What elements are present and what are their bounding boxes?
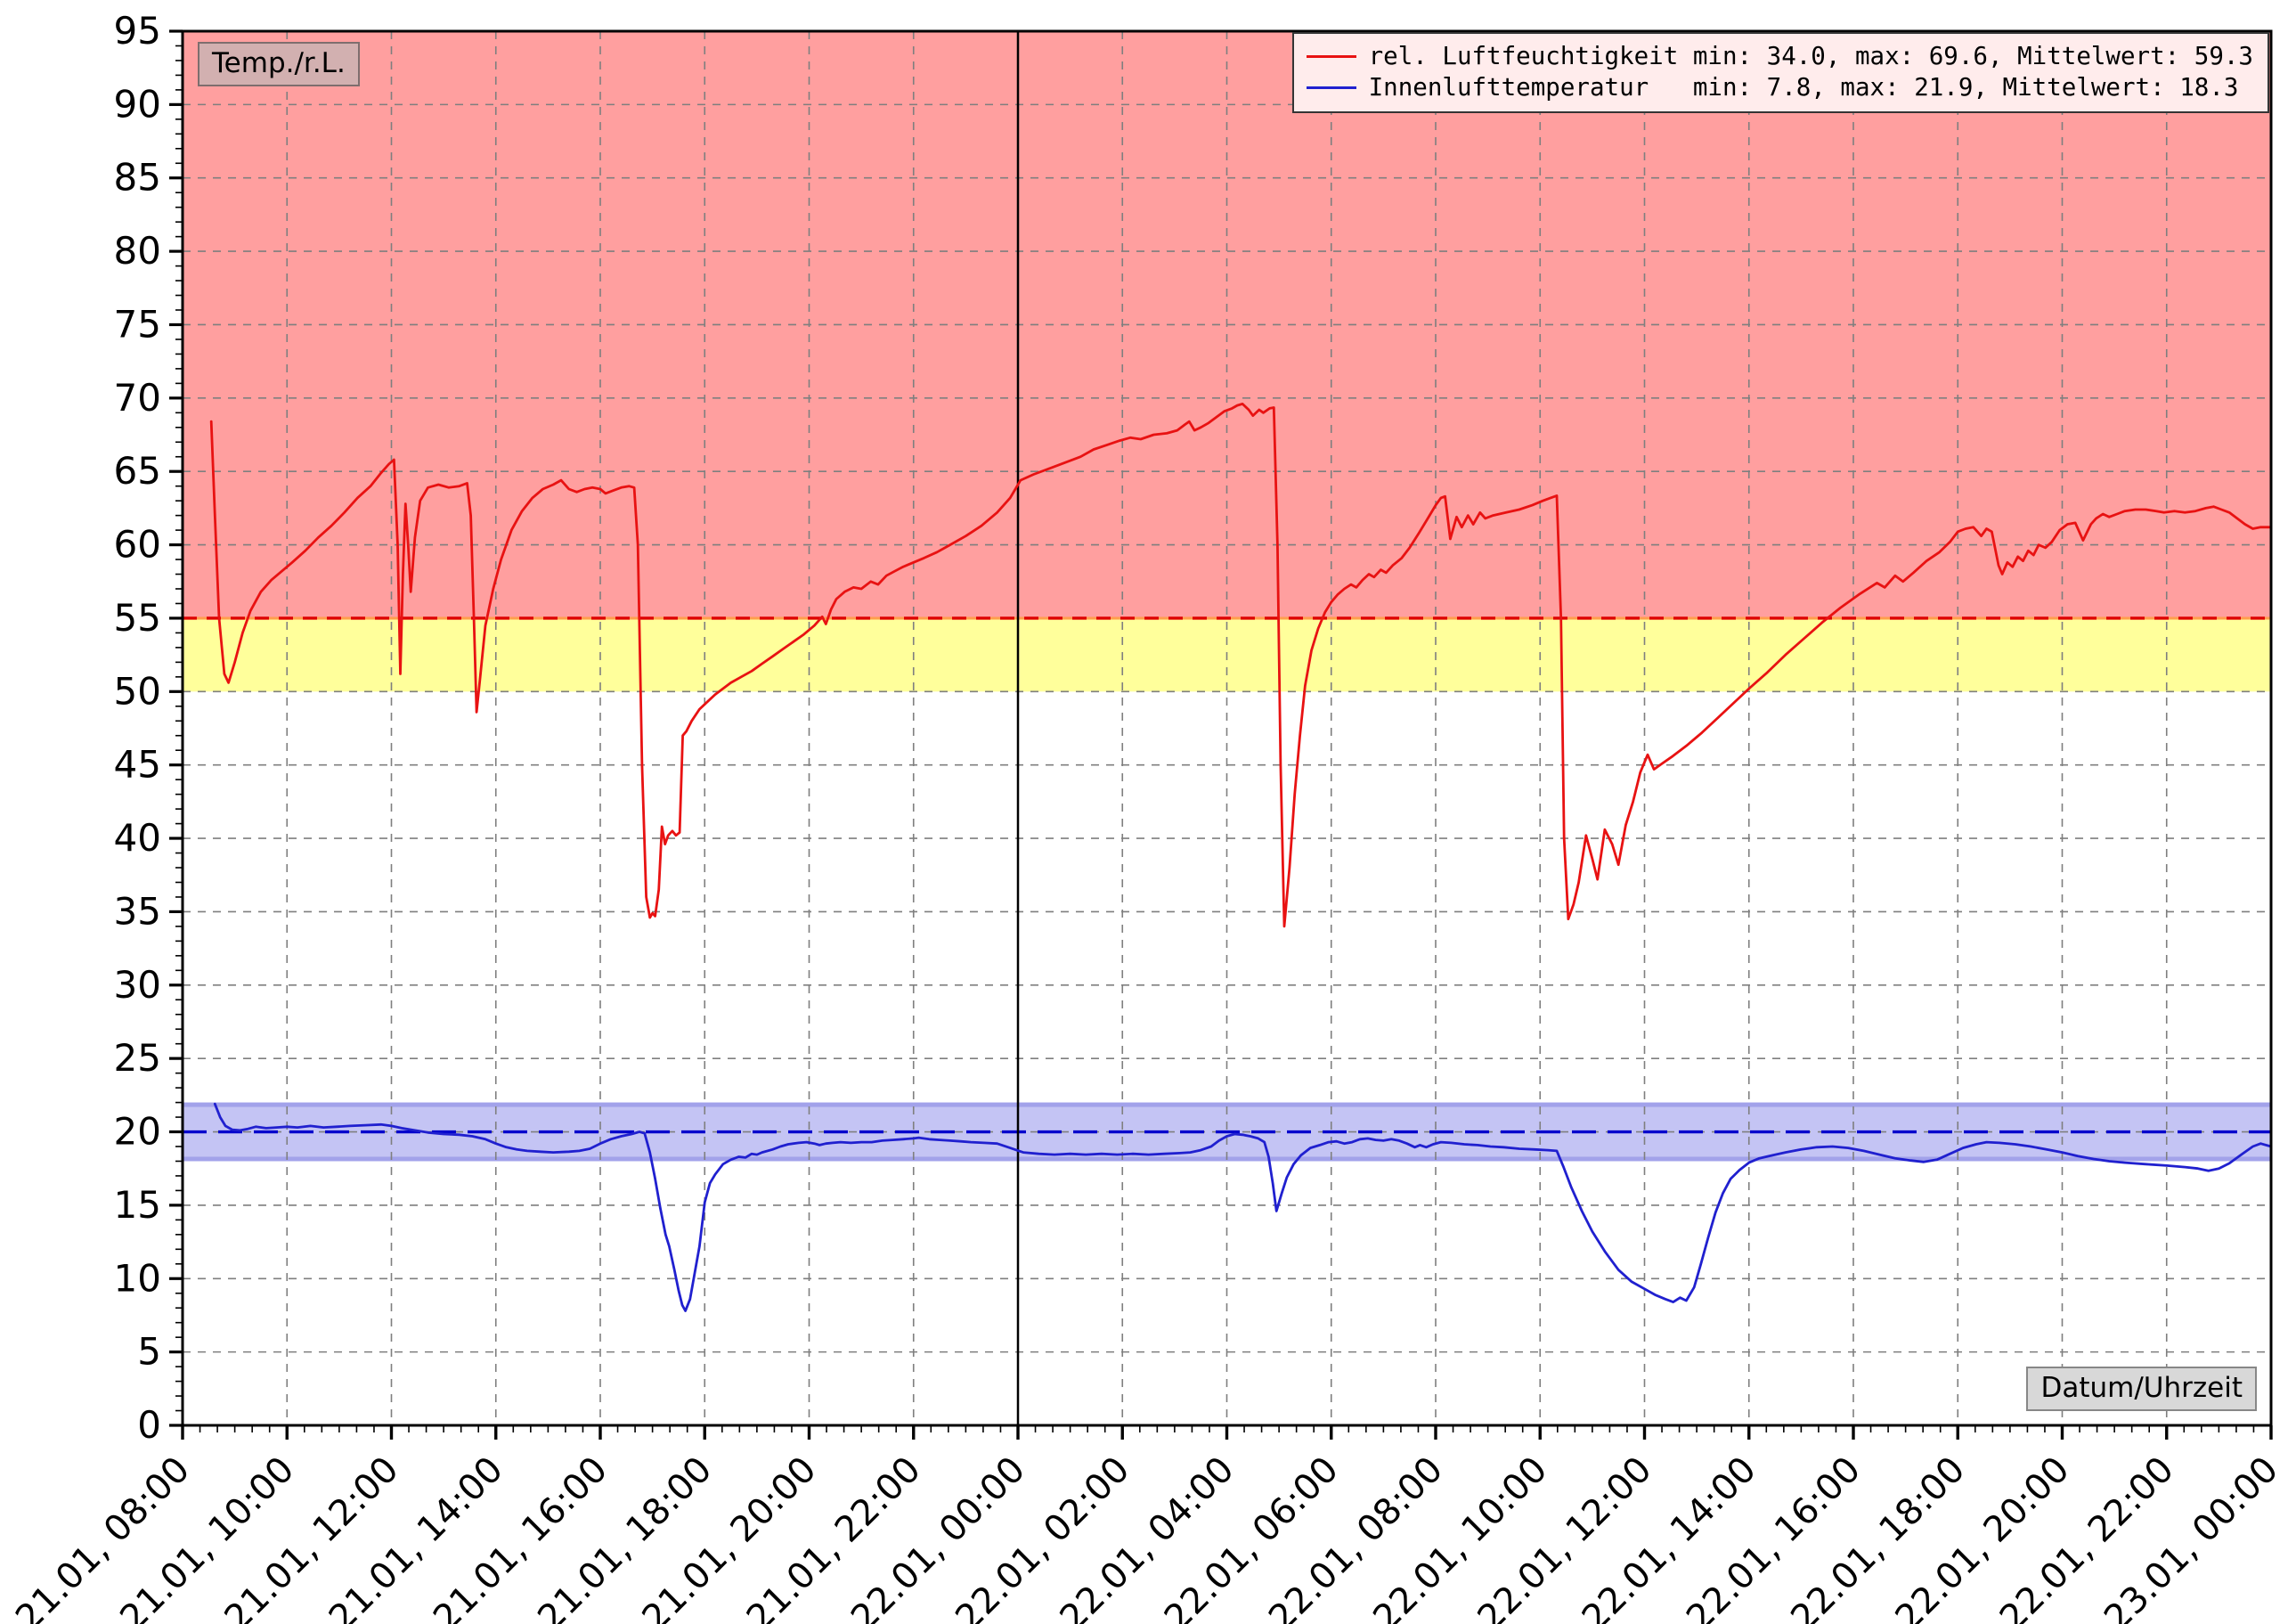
x-tick-label: 23.01, 00:00 [2097,1449,2286,1624]
y-tick-label: 80 [114,229,161,273]
legend-label: Innenlufttemperatur min: 7.8, max: 21.9,… [1368,73,2239,102]
y-tick-label: 25 [114,1036,161,1080]
y-tick-label: 60 [114,523,161,567]
temperature-legend-line-sample [1306,86,1356,89]
y-axis-label-box: Temp./r.L. [198,42,360,86]
y-tick-label: 90 [114,82,161,126]
x-axis-label-box: Datum/Uhrzeit [2026,1367,2257,1411]
y-tick-label: 45 [114,743,161,787]
y-tick-label: 40 [114,816,161,860]
humidity-legend-line-sample [1306,54,1356,58]
y-tick-label: 10 [114,1256,161,1300]
legend: rel. Luftfeuchtigkeit min: 34.0, max: 69… [1291,32,2269,113]
y-tick-label: 30 [114,963,161,1007]
humidity-series-line [209,402,2273,928]
y-tick-label: 50 [114,669,161,713]
y-tick-label: 15 [114,1183,161,1227]
legend-label: rel. Luftfeuchtigkeit min: 34.0, max: 69… [1368,42,2253,70]
y-tick-label: 35 [114,889,161,933]
y-tick-label: 65 [114,449,161,493]
legend-entry: Innenlufttemperatur min: 7.8, max: 21.9,… [1306,73,2253,102]
y-tick-label: 95 [114,9,161,53]
y-tick-label: 70 [114,376,161,420]
y-tick-label: 5 [137,1330,161,1374]
temperature-target-band-top-edge [183,1102,2271,1107]
y-tick-label: 0 [137,1403,161,1447]
y-tick-label: 75 [114,302,161,346]
y-tick-label: 85 [114,156,161,200]
y-tick-label: 55 [114,596,161,640]
y-tick-label: 20 [114,1110,161,1154]
legend-entry: rel. Luftfeuchtigkeit min: 34.0, max: 69… [1306,42,2253,70]
temperature-series-line [213,1102,2273,1312]
